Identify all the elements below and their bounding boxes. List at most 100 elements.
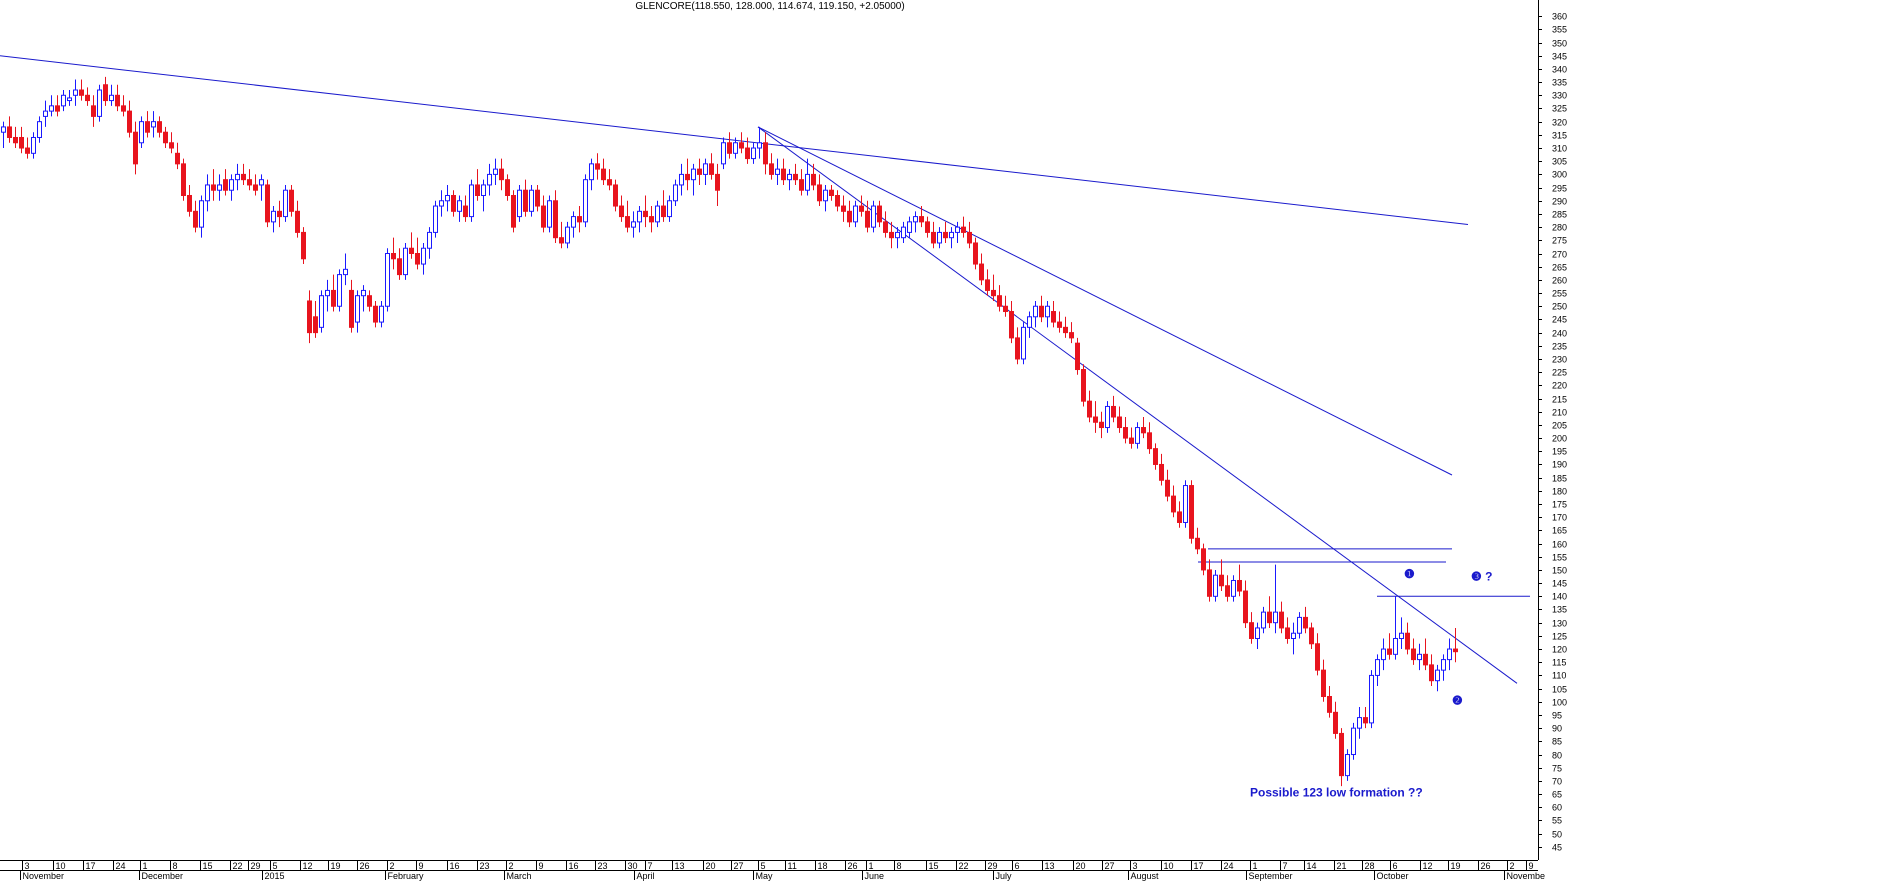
candle <box>97 84 102 122</box>
candle-body <box>889 231 894 239</box>
candle <box>529 184 534 217</box>
y-tick-label: 135 <box>1552 605 1567 615</box>
y-tick-label: 210 <box>1552 408 1567 418</box>
candle-body <box>55 105 60 112</box>
candle <box>643 195 648 228</box>
candle <box>955 221 960 243</box>
candle <box>889 221 894 249</box>
candle-body <box>1411 648 1416 661</box>
candle-body <box>991 289 996 297</box>
y-tick-label: 165 <box>1552 526 1567 536</box>
candle <box>1111 395 1116 423</box>
candle-body <box>895 231 900 239</box>
candle-body <box>229 179 234 191</box>
candle-body <box>1279 611 1284 629</box>
candle <box>481 179 486 212</box>
candle-body <box>1075 342 1080 371</box>
candle <box>673 179 678 207</box>
x-day-tick-label: 7 <box>648 861 653 871</box>
x-day-tick-label: 26 <box>848 861 858 871</box>
candle-body <box>859 205 864 212</box>
candle <box>115 84 120 112</box>
x-day-tick-label: 8 <box>173 861 178 871</box>
candle-body <box>595 163 600 170</box>
candle-body <box>361 289 366 297</box>
annotation-1: ❶ <box>1404 567 1415 581</box>
y-tick-label: 335 <box>1552 78 1567 88</box>
candle-body <box>7 126 12 138</box>
candle <box>151 111 156 138</box>
candle <box>1309 622 1314 650</box>
candle <box>637 206 642 233</box>
x-day-tick-label: 27 <box>734 861 744 871</box>
candle-body <box>289 189 294 212</box>
y-tick-label: 285 <box>1552 210 1567 220</box>
candle <box>265 179 270 228</box>
candle-body <box>307 300 312 334</box>
x-day-tick-label: 20 <box>1076 861 1086 871</box>
candle <box>517 184 522 222</box>
candle <box>841 195 846 222</box>
y-tick-label: 320 <box>1552 118 1567 128</box>
candle <box>1327 685 1332 718</box>
candle-body <box>1417 653 1422 661</box>
candle <box>733 137 738 159</box>
candle-body <box>1321 669 1326 698</box>
candle-body <box>367 295 372 307</box>
candle-body <box>127 110 132 133</box>
x-day-tick-label: 12 <box>303 861 313 871</box>
candle-body <box>811 173 816 186</box>
y-tick-label: 70 <box>1552 777 1562 787</box>
trendline-0 <box>0 55 1469 225</box>
candle-body <box>565 226 570 244</box>
candle <box>805 158 810 196</box>
candle <box>769 153 774 180</box>
candle-body <box>1 126 6 133</box>
candle <box>13 126 18 149</box>
candle-body <box>961 226 966 233</box>
candle-body <box>721 142 726 165</box>
x-month-tick-label: April <box>637 871 655 881</box>
candle-body <box>1453 648 1458 653</box>
candle <box>43 100 48 127</box>
candle <box>283 184 288 222</box>
candle-body <box>253 184 258 191</box>
candle-body <box>643 210 648 218</box>
candle-body <box>217 184 222 191</box>
x-day-tick-label: 3 <box>25 861 30 871</box>
y-tick-label: 55 <box>1552 816 1562 826</box>
candle-body <box>385 253 390 307</box>
candle <box>1009 300 1014 344</box>
candle <box>1015 327 1020 365</box>
candle-body <box>625 216 630 228</box>
candle <box>157 116 162 138</box>
candle <box>1219 559 1224 592</box>
candle-body <box>31 136 36 154</box>
candle <box>433 200 438 238</box>
candle-body <box>997 295 1002 307</box>
x-day-tick-label: 7 <box>1283 861 1288 871</box>
candle-body <box>427 231 432 249</box>
y-tick-label: 75 <box>1552 764 1562 774</box>
candle-body <box>199 200 204 228</box>
candle <box>991 274 996 301</box>
y-tick-label: 330 <box>1552 91 1567 101</box>
x-month-tick-label: March <box>507 871 532 881</box>
candle <box>1183 480 1188 528</box>
x-day-tick-label: 16 <box>569 861 579 871</box>
candle <box>1201 543 1206 576</box>
candle <box>307 290 312 344</box>
candle-body <box>769 163 774 175</box>
candle <box>781 158 786 185</box>
candle <box>1225 575 1230 602</box>
x-day-tick-label: 8 <box>897 861 902 871</box>
candle-body <box>1369 674 1374 724</box>
y-tick-label: 250 <box>1552 302 1567 312</box>
y-tick-label: 95 <box>1552 711 1562 721</box>
candle-body <box>841 205 846 212</box>
candle-body <box>1051 311 1056 323</box>
y-tick-label: 155 <box>1552 553 1567 563</box>
y-tick-label: 120 <box>1552 645 1567 655</box>
candle-body <box>571 216 576 228</box>
